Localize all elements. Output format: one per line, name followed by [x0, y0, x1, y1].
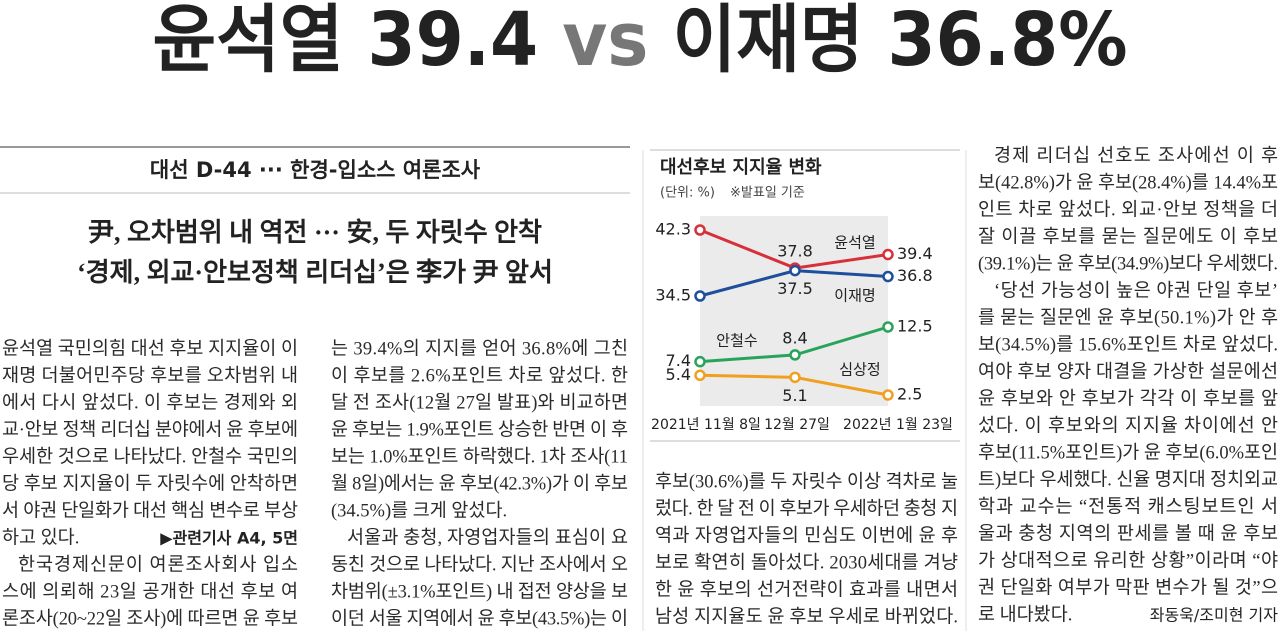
body-line: 한국경제신문이 여론조사회사 입소	[18, 554, 298, 575]
value-label: 37.5	[777, 279, 813, 298]
body-line: 재명 더불어민주당 후보를 오차범위 내	[2, 365, 298, 386]
value-label: 37.8	[777, 242, 813, 261]
value-label: 39.4	[897, 244, 933, 263]
body-line: 역과 자영업자들의 민심도 이번에 윤 후	[655, 525, 958, 546]
chart-note: ※발표일 기준	[730, 186, 805, 201]
body-line: 학과 교수는 “전통적 캐스팅보트인 서	[978, 496, 1278, 517]
data-point	[694, 224, 706, 236]
value-label: 5.4	[666, 365, 691, 384]
subhead: ‘경제, 외교·안보정책 리더십’은 李가 尹 앞서	[77, 258, 553, 287]
body-line: ‘당선 가능성이 높은 야권 단일 후보’	[994, 280, 1278, 301]
body-line: 인트 차로 앞섰다. 외교·안보 정책을 더	[978, 199, 1278, 220]
body-line: 는 39.4%의 지지를 얻어 36.8%에 그친	[331, 338, 628, 359]
series-name: 이재명	[834, 287, 875, 305]
data-point	[882, 321, 894, 333]
body-line: 서 야권 단일화가 대선 핵심 변수로 부상	[2, 500, 298, 521]
data-point	[882, 248, 894, 261]
value-label: 7.4	[666, 351, 691, 370]
body-line: 로 내다봤다.	[978, 604, 1072, 625]
body-line: 가 상대적으로 유리한 상황”이라며 “야	[978, 550, 1278, 571]
headline-vs: vs	[562, 0, 648, 83]
body-line: 이 후보를 2.6%포인트 차로 앞섰다. 한	[331, 365, 628, 386]
body-line: 이던 서울 지역에서 윤 후보(43.5%)는 이	[331, 608, 628, 629]
data-point	[789, 264, 801, 277]
data-point	[882, 270, 894, 283]
body-line: 권 단일화 여부가 막판 변수가 될 것”으	[978, 577, 1278, 598]
body-line: 교·안보 정책 리더십 분야에서 윤 후보에	[2, 419, 298, 440]
data-point	[694, 369, 706, 382]
kicker: 대선 D-44 ··· 한경-입소스 여론조사	[150, 158, 481, 182]
body-line: 후보(30.6%)를 두 자릿수 이상 격차로 눌	[655, 471, 958, 492]
related-articles: ▶관련기사 A4, 5면	[160, 529, 298, 548]
data-point	[789, 371, 801, 384]
body-line: 울과 충청 지역의 판세를 볼 때 윤 후보	[978, 523, 1278, 544]
body-line: 스에 의뢰해 23일 공개한 대선 후보 여	[2, 581, 298, 602]
chart-unit: (단위: %)	[660, 186, 715, 201]
body-line: 여야 후보 양자 대결을 가상한 설문에선	[978, 361, 1278, 382]
body-line: 서울과 충청, 자영업자들의 표심이 요	[347, 527, 628, 548]
body-line: 를 묻는 질문엔 윤 후보(50.1%)가 안 후	[978, 307, 1278, 328]
value-label: 12.5	[897, 317, 933, 336]
value-label: 42.3	[655, 220, 691, 239]
body-line: 보로 확연히 돌아섰다. 2030세대를 겨냥	[655, 552, 958, 573]
body-line: 론조사(20~22일 조사)에 따르면 윤 후보	[2, 608, 298, 629]
body-line: 경제 리더십 선호도 조사에선 이 후	[994, 145, 1278, 166]
body-line: (39.1%)는 윤 후보(34.9%)보다 우세했다.	[978, 253, 1278, 274]
headline-left: 윤석열 39.4	[153, 0, 539, 83]
data-point	[882, 389, 894, 401]
body-line: 트)보다 우세했다. 신율 명지대 정치외교	[978, 469, 1278, 490]
data-point	[694, 290, 706, 302]
x-tick-label: 2022년 1월 23일	[843, 417, 953, 433]
headline-right: 이재명 36.8%	[673, 0, 1128, 83]
series-name: 안철수	[716, 332, 757, 350]
body-line: 한 윤 후보의 선거전략이 효과를 내면서	[655, 579, 958, 600]
body-line: 에서 다시 앞섰다. 이 후보는 경제와 외	[2, 392, 298, 413]
value-label: 36.8	[897, 266, 933, 285]
body-line: 윤석열 국민의힘 대선 후보 지지율이 이	[2, 338, 298, 359]
value-label: 8.4	[782, 328, 807, 347]
body-line: 월 8일)에서는 윤 후보(42.3%)가 이 후보	[331, 473, 628, 494]
body-line: 동친 것으로 나타났다. 지난 조사에서 오	[331, 554, 628, 575]
data-point	[694, 355, 706, 368]
body-line: 렀다. 한 달 전 이 후보가 우세하던 충청 지	[655, 498, 958, 519]
body-line: 우세한 것으로 나타났다. 안철수 국민의	[2, 446, 298, 467]
body-line: 보(42.8%)가 윤 후보(28.4%)를 14.4%포	[978, 172, 1278, 193]
data-point	[789, 349, 801, 361]
body-line: 보(34.5%)를 15.6%포인트 차로 앞섰다.	[978, 334, 1278, 355]
body-line: 윤 후보는 1.9%포인트 상승한 반면 이 후	[331, 419, 628, 440]
body-line: 보는 1.0%포인트 하락했다. 1차 조사(11	[331, 446, 628, 467]
body-line: 잘 이끌 후보를 묻는 질문에도 이 후보	[978, 226, 1278, 247]
body-line: 섰다. 이 후보와의 지지율 차이에선 안	[978, 415, 1278, 436]
body-line: 차범위(±3.1%포인트) 내 접전 양상을 보	[331, 581, 628, 602]
x-tick-label: 12월 27일	[764, 417, 830, 433]
subhead: 尹, 오차범위 내 역전 ··· 安, 두 자릿수 안착	[88, 218, 542, 247]
body-line: 윤 후보와 안 후보가 각각 이 후보를 앞	[978, 388, 1278, 409]
body-line: 달 전 조사(12월 27일 발표)와 비교하면	[331, 392, 628, 413]
series-name: 윤석열	[834, 234, 875, 252]
value-label: 5.1	[782, 386, 807, 405]
x-tick-label: 2021년 11월 8일	[651, 417, 761, 433]
chart-title: 대선후보 지지율 변화	[660, 157, 822, 178]
body-line: 남성 지지율도 윤 후보 우세로 바뀌었다.	[655, 606, 958, 627]
body-line: 후보(11.5%포인트)가 윤 후보(6.0%포인	[978, 442, 1278, 463]
body-line: (34.5%)를 크게 앞섰다.	[331, 500, 507, 521]
headline: 윤석열 39.4 vs 이재명 36.8%	[153, 0, 1128, 83]
value-label: 34.5	[655, 286, 691, 305]
byline: 좌동욱/조미현 기자	[1150, 606, 1279, 625]
series-name: 심상정	[839, 361, 880, 379]
value-label: 2.5	[897, 385, 922, 404]
body-line: 당 후보 지지율이 두 자릿수에 안착하면	[2, 473, 298, 494]
body-line: 하고 있다.	[2, 527, 79, 548]
